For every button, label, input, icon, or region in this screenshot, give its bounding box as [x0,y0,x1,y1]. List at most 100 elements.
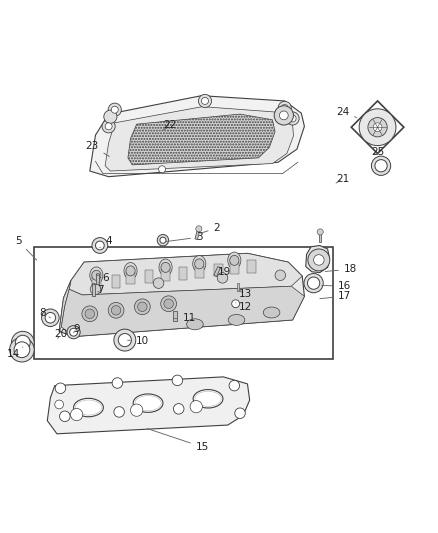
Ellipse shape [133,394,163,413]
Circle shape [55,400,64,409]
Polygon shape [59,253,304,336]
Bar [214,266,221,277]
Text: 5: 5 [15,236,37,260]
Text: 15: 15 [147,429,209,452]
Circle shape [198,94,212,108]
Circle shape [60,411,70,422]
Bar [237,283,239,291]
Circle shape [217,273,228,283]
Circle shape [314,255,324,265]
Circle shape [10,337,34,362]
Bar [179,268,187,280]
Polygon shape [306,246,329,273]
Circle shape [278,101,291,115]
Ellipse shape [263,307,280,318]
Ellipse shape [195,259,204,269]
Circle shape [190,400,202,413]
Circle shape [172,375,183,386]
Circle shape [307,277,320,289]
Circle shape [104,110,117,123]
Circle shape [105,123,112,130]
Circle shape [160,237,166,243]
Circle shape [108,103,121,116]
Circle shape [304,273,323,293]
Ellipse shape [90,267,103,284]
Ellipse shape [75,400,102,415]
Circle shape [138,302,147,311]
Circle shape [281,104,288,111]
Ellipse shape [124,263,137,279]
Polygon shape [69,253,302,295]
Circle shape [317,229,323,235]
Bar [195,228,201,240]
Ellipse shape [193,390,223,408]
Text: 9: 9 [73,324,80,334]
Text: 23: 23 [85,141,110,157]
Text: 24: 24 [336,107,357,117]
Circle shape [161,296,177,312]
Text: 25: 25 [371,147,384,157]
Circle shape [85,309,95,319]
Circle shape [153,278,164,288]
Text: 8: 8 [39,309,50,318]
Circle shape [42,309,59,327]
Circle shape [114,407,124,417]
Text: 20: 20 [54,329,67,340]
Bar [112,275,120,287]
Bar [195,265,204,278]
Circle shape [229,381,240,391]
Circle shape [368,118,387,137]
Ellipse shape [159,259,172,276]
Circle shape [173,403,184,414]
Circle shape [289,115,296,122]
Polygon shape [47,377,250,434]
Circle shape [201,98,208,104]
Ellipse shape [187,319,203,330]
Ellipse shape [195,391,221,406]
Text: 19: 19 [215,266,231,277]
Ellipse shape [96,273,99,275]
Circle shape [15,335,30,350]
Circle shape [90,284,101,295]
Circle shape [359,109,396,146]
Text: 21: 21 [336,174,349,184]
Polygon shape [59,280,71,332]
Circle shape [275,270,286,280]
Circle shape [92,238,108,253]
Text: 14: 14 [7,347,23,359]
Circle shape [159,166,166,173]
Circle shape [111,106,118,113]
Text: 2: 2 [201,223,220,233]
Circle shape [118,334,131,346]
Text: 17: 17 [320,291,351,301]
Circle shape [95,241,104,250]
Ellipse shape [92,270,101,280]
Polygon shape [128,114,275,165]
Circle shape [71,408,83,421]
Circle shape [286,112,299,125]
Bar [92,277,101,289]
Text: 6: 6 [99,273,110,284]
Circle shape [131,404,143,416]
Bar [92,284,95,296]
Bar [214,264,223,276]
Ellipse shape [92,283,95,285]
Bar [96,274,99,284]
Polygon shape [105,107,293,171]
Circle shape [102,120,115,133]
Bar [126,272,135,285]
Circle shape [371,156,391,175]
Bar [173,311,177,321]
Circle shape [11,332,34,354]
Polygon shape [61,286,304,336]
Ellipse shape [228,252,241,269]
Circle shape [111,305,121,315]
Circle shape [55,383,66,393]
Circle shape [134,299,150,314]
Ellipse shape [135,395,161,411]
Text: 12: 12 [236,302,252,312]
Circle shape [375,159,387,172]
Circle shape [14,342,30,358]
Ellipse shape [228,314,245,326]
Circle shape [82,306,98,322]
